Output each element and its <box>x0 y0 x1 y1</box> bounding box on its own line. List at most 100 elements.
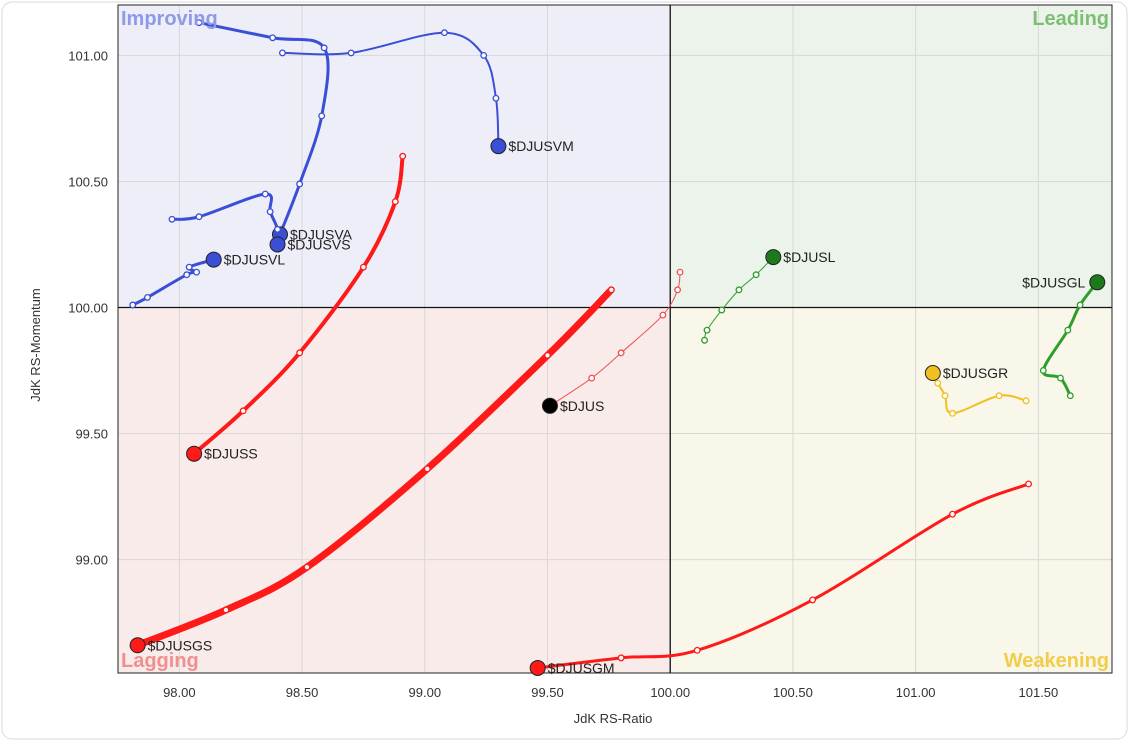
tail-point-djus[interactable] <box>588 374 596 382</box>
head-point-djusl[interactable] <box>765 249 782 266</box>
tail-point-djusvm[interactable] <box>278 49 286 57</box>
x-tick-label: 98.00 <box>163 685 196 700</box>
tail-point-djusvl[interactable] <box>129 301 137 309</box>
tail-point-djus[interactable] <box>674 286 682 294</box>
tail-point-djuss[interactable] <box>239 407 247 415</box>
tail-point-djusgl[interactable] <box>1039 367 1047 374</box>
head-point-djusgs[interactable] <box>129 637 146 654</box>
tail-point-djusgr[interactable] <box>949 409 956 417</box>
tail-point-djusl[interactable] <box>703 326 711 334</box>
head-point-djus[interactable] <box>541 397 558 414</box>
tail-point-djusvs[interactable] <box>168 215 176 223</box>
tail-point-djusl[interactable] <box>701 336 709 344</box>
tail-point-djusvs[interactable] <box>261 190 269 198</box>
tail-point-djusgm[interactable] <box>1025 480 1033 488</box>
y-tick-label: 100.50 <box>68 174 108 189</box>
tail-point-djusvl[interactable] <box>185 263 193 271</box>
head-point-djusvs[interactable] <box>269 236 286 253</box>
tail-point-djus[interactable] <box>676 268 684 276</box>
tail-point-djusgm[interactable] <box>949 510 956 518</box>
tail-point-djus[interactable] <box>659 311 667 319</box>
series-djusva: $DJUSVA <box>195 19 353 243</box>
x-tick-label: 100.50 <box>773 685 813 700</box>
tail-point-djusl[interactable] <box>735 286 743 294</box>
series-djus: $DJUS <box>541 268 684 414</box>
tail-point-djusl[interactable] <box>718 306 726 314</box>
tail-point-djusvs[interactable] <box>274 225 281 233</box>
tail-point-djusvm[interactable] <box>440 29 448 37</box>
series-label-djusvl: $DJUSVL <box>224 252 286 268</box>
series-label-djusvs: $DJUSVS <box>288 236 351 252</box>
tail-point-djusvm[interactable] <box>492 94 500 102</box>
quadrant-label-leading: Leading <box>1032 8 1109 30</box>
tail-point-djuss[interactable] <box>399 152 407 160</box>
y-tick-label: 100.00 <box>68 300 108 315</box>
head-point-djusgm[interactable] <box>529 659 546 676</box>
y-tick-label: 99.50 <box>75 427 108 442</box>
series-djusvm: $DJUSVM <box>278 29 574 155</box>
y-tick-label: 99.00 <box>75 553 108 568</box>
tail-point-djusgs[interactable] <box>222 606 230 614</box>
series-label-djus: $DJUS <box>560 398 604 414</box>
series-djuss: $DJUSS <box>186 152 407 462</box>
tail-point-djusva[interactable] <box>320 44 328 52</box>
tail-point-djuss[interactable] <box>391 198 399 206</box>
tail-point-djusva[interactable] <box>296 180 304 188</box>
tail-point-djus[interactable] <box>617 349 625 357</box>
series-djusvl: $DJUSVL <box>129 251 286 309</box>
tail-point-djusl[interactable] <box>752 271 760 279</box>
tail-point-djusgs[interactable] <box>607 286 615 294</box>
tail-point-djusgm[interactable] <box>809 596 817 604</box>
plot-frame <box>117 4 1113 674</box>
tail-point-djusgs[interactable] <box>544 351 551 359</box>
tail-point-djusgr[interactable] <box>1022 397 1030 405</box>
series-djusgr: $DJUSGR <box>924 365 1030 417</box>
head-point-djusgr[interactable] <box>924 365 941 382</box>
tail-point-djusva[interactable] <box>269 34 277 42</box>
tail-point-djusva[interactable] <box>195 19 203 27</box>
tail-point-djusgl[interactable] <box>1076 301 1084 309</box>
tail-point-djusgl[interactable] <box>1057 374 1064 382</box>
tail-point-djusgr[interactable] <box>995 392 1003 400</box>
tail-point-djusvl[interactable] <box>183 271 191 279</box>
tail-point-djusva[interactable] <box>318 112 326 120</box>
tail-point-djusvl[interactable] <box>144 293 151 301</box>
head-point-djusgl[interactable] <box>1089 274 1106 291</box>
series-djusgs: $DJUSGS <box>129 286 615 654</box>
quadrant-label-weakening: Weakening <box>1004 650 1109 672</box>
tail-point-djusgs[interactable] <box>423 465 431 473</box>
x-tick-label: 99.50 <box>531 685 564 700</box>
x-axis-title: JdK RS-Ratio <box>574 711 653 726</box>
tail-point-djusgl[interactable] <box>1066 392 1074 400</box>
quadrant-lagging <box>118 307 671 673</box>
head-point-djusvm[interactable] <box>490 138 507 155</box>
series-label-djusgm: $DJUSGM <box>548 660 615 676</box>
tail-point-djuss[interactable] <box>359 263 367 271</box>
x-tick-label: 101.00 <box>896 685 936 700</box>
head-point-djuss[interactable] <box>186 445 203 462</box>
quadrant-label-improving: Improving <box>121 8 218 30</box>
x-tick-label: 101.50 <box>1018 685 1058 700</box>
series-label-djusgs: $DJUSGS <box>148 637 213 653</box>
tail-point-djusgl[interactable] <box>1064 326 1072 334</box>
tail-point-djusgr[interactable] <box>934 379 942 387</box>
tail-point-djusgs[interactable] <box>303 563 311 571</box>
head-point-djusvl[interactable] <box>205 251 222 268</box>
series-djusl: $DJUSL <box>701 249 836 344</box>
series-label-djusgr: $DJUSGR <box>943 365 1008 381</box>
tail-point-djusvl[interactable] <box>193 268 200 276</box>
tail-point-djuss[interactable] <box>296 349 304 357</box>
tail-point-djusvs[interactable] <box>195 213 203 221</box>
series-label-djusvm: $DJUSVM <box>508 138 573 154</box>
tail-point-djusgm[interactable] <box>617 654 625 662</box>
quadrant-label-lagging: Lagging <box>121 650 199 672</box>
tail-point-djusvm[interactable] <box>480 51 488 59</box>
tail-point-djusvm[interactable] <box>347 49 355 57</box>
tail-point-djusgr[interactable] <box>941 392 949 400</box>
x-tick-label: 98.50 <box>286 685 319 700</box>
tail-point-djusvs[interactable] <box>266 208 274 216</box>
series-djusvs: $DJUSVS <box>168 190 351 253</box>
tail-point-djusgm[interactable] <box>693 646 701 654</box>
